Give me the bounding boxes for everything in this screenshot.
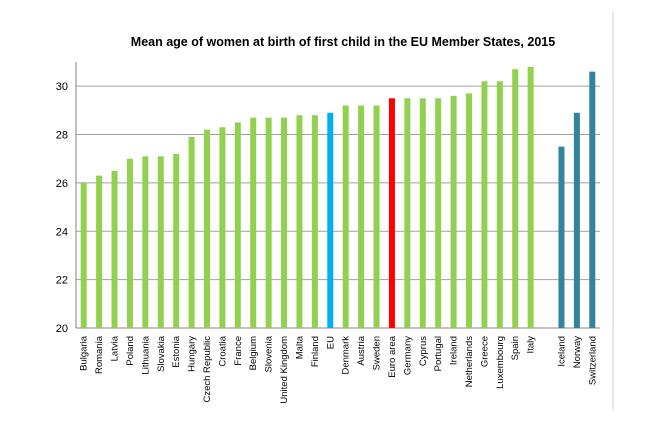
x-tick-label: Netherlands xyxy=(464,336,475,387)
x-tick-label: Germany xyxy=(402,336,413,375)
bar-czech-republic xyxy=(204,129,210,328)
bar-norway xyxy=(573,112,580,328)
bar-portugal xyxy=(435,98,442,328)
y-tick-label: 30 xyxy=(56,81,68,93)
x-tick-label: Austria xyxy=(356,335,367,365)
bar-lithuania xyxy=(142,156,149,328)
bar-united-kingdom xyxy=(281,117,288,328)
x-tick-label: Poland xyxy=(125,336,136,366)
x-tick-label: Italy xyxy=(526,336,537,354)
bar-sweden xyxy=(373,105,380,328)
x-tick-label: Czech Republic xyxy=(202,336,213,403)
x-tick-label: Cyprus xyxy=(418,336,429,366)
x-axis-labels: Bulgaria Romania Latvia Poland Lithuania Slov… xyxy=(79,335,599,403)
bar-finland xyxy=(311,115,318,328)
bar-france xyxy=(234,122,241,328)
x-tick-label: Denmark xyxy=(341,336,352,375)
bar-bulgaria xyxy=(80,182,87,328)
bar-poland xyxy=(126,158,133,328)
x-tick-label: Belgium xyxy=(248,336,259,370)
chart-title: Mean age of women at birth of first chil… xyxy=(131,35,555,49)
x-tick-label: Spain xyxy=(510,336,521,360)
x-tick-label: Slovenia xyxy=(264,335,275,372)
x-tick-label: EU xyxy=(325,336,336,349)
bar-germany xyxy=(404,98,411,328)
x-tick-label: Luxembourg xyxy=(495,336,506,389)
bar-slovenia xyxy=(265,117,272,328)
bar-euro-area xyxy=(388,98,395,328)
x-tick-label: Ireland xyxy=(449,336,460,365)
bar-austria xyxy=(358,105,365,328)
bar-eu xyxy=(327,112,334,328)
bar-netherlands xyxy=(466,93,472,328)
x-tick-label: Malta xyxy=(294,335,305,359)
bar-hungary xyxy=(188,136,195,328)
y-tick-label: 24 xyxy=(56,226,68,238)
x-tick-label: Greece xyxy=(479,336,490,367)
bar-switzerland xyxy=(589,71,596,328)
x-tick-label: United Kingdom xyxy=(279,336,290,404)
y-tick-label: 22 xyxy=(56,275,68,287)
bar-latvia xyxy=(111,170,118,328)
x-tick-label: Hungary xyxy=(187,336,198,372)
bar-belgium xyxy=(250,117,257,328)
x-tick-label: Estonia xyxy=(171,335,182,367)
x-tick-label: Finland xyxy=(310,336,321,367)
x-tick-label: Norway xyxy=(572,336,583,368)
bar-denmark xyxy=(342,105,349,328)
bar-italy xyxy=(527,66,534,328)
x-tick-label: Switzerland xyxy=(587,336,598,385)
bar-luxembourg xyxy=(496,81,503,328)
gridlines xyxy=(76,85,600,329)
x-tick-label: Sweden xyxy=(372,336,383,370)
x-tick-label: Euro area xyxy=(387,335,398,377)
y-tick-label: 26 xyxy=(56,178,68,190)
x-tick-label: Slovakia xyxy=(156,335,167,372)
bar-spain xyxy=(512,69,519,328)
bar-greece xyxy=(481,81,488,328)
y-tick-label: 28 xyxy=(56,130,68,142)
x-tick-label: Lithuania xyxy=(140,335,151,374)
bar-romania xyxy=(96,175,103,328)
x-tick-label: Croatia xyxy=(217,335,228,366)
bar-iceland xyxy=(558,146,565,328)
x-tick-label: France xyxy=(233,336,244,366)
bar-slovakia xyxy=(157,156,164,328)
y-tick-label: 20 xyxy=(56,323,68,335)
x-tick-label: Bulgaria xyxy=(79,335,90,371)
x-tick-label: Latvia xyxy=(110,335,121,361)
bar-estonia xyxy=(173,153,180,328)
x-tick-label: Iceland xyxy=(556,336,567,367)
x-tick-label: Portugal xyxy=(433,336,444,371)
bar-malta xyxy=(296,115,303,328)
bar-cyprus xyxy=(419,98,426,328)
y-axis-ticks: 20 22 24 26 28 30 xyxy=(56,81,68,335)
bar-croatia xyxy=(219,127,226,328)
x-tick-label: Romania xyxy=(94,335,105,374)
bar-ireland xyxy=(450,95,457,328)
bars xyxy=(80,66,596,328)
